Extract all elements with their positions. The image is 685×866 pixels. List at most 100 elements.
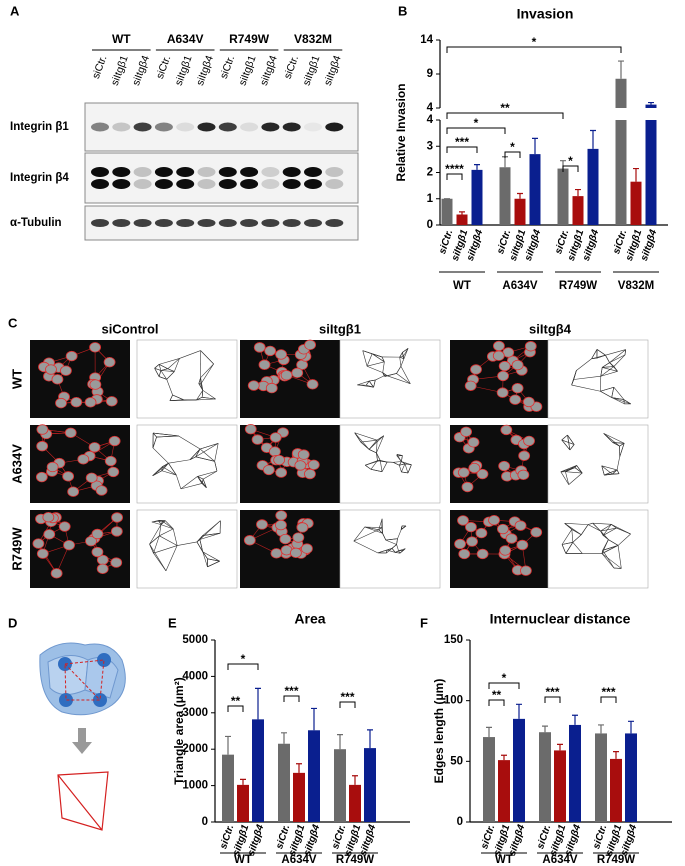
triangulation-edge (399, 465, 402, 473)
triangulation-edge (400, 525, 403, 530)
error-bar (367, 729, 373, 749)
triangulation-edge (604, 469, 618, 476)
error-bar (517, 192, 523, 199)
y-tick-label: 50 (450, 755, 463, 767)
triangulation-edge (149, 535, 160, 545)
triangulation-edge (617, 545, 622, 569)
triangulation-edge (386, 549, 396, 553)
panel-label: A (10, 3, 20, 18)
band (240, 122, 259, 132)
micrograph-edge (38, 543, 57, 574)
triangulation-edge (368, 439, 378, 450)
y-tick-label: 0 (427, 219, 433, 231)
band (112, 167, 131, 177)
triangulation-edge (203, 470, 218, 480)
chart-title: Area (294, 611, 325, 627)
triangulation-edge (603, 527, 617, 536)
triangulation-edge (398, 548, 406, 552)
nucleus (530, 527, 543, 538)
error-bar (633, 167, 639, 182)
triangulation-edge (587, 522, 593, 525)
band (218, 167, 237, 177)
nucleus (464, 380, 477, 391)
nucleus (496, 523, 509, 535)
band (304, 179, 322, 189)
triangulation-edge (567, 435, 571, 450)
chart-title: Invasion (517, 6, 574, 22)
nucleus (470, 364, 482, 375)
lane-label: siItgβ1 (173, 54, 195, 88)
triangulation-edge (396, 373, 411, 384)
bar (237, 784, 249, 822)
triangulation-edge (196, 390, 204, 401)
triangulation-edge (151, 520, 163, 523)
y-tick-label: 4000 (182, 670, 208, 682)
triangulation-edge (152, 436, 157, 449)
band (176, 179, 195, 189)
band (261, 122, 280, 132)
triangulation-edge (616, 527, 631, 535)
triangulation-edge (149, 544, 154, 554)
triangulation-edge (401, 463, 406, 473)
triangulation-edge (561, 544, 567, 554)
band (133, 122, 152, 132)
nucleus (108, 435, 121, 447)
triangulation-edge (399, 352, 403, 358)
lane-label: siCtr. (90, 54, 109, 81)
nucleus (509, 394, 522, 405)
triangulation-edge (362, 350, 368, 367)
bar (441, 198, 453, 225)
bar (308, 730, 320, 822)
nucleus (476, 548, 489, 560)
nucleus (35, 471, 48, 483)
triangulation-plot (547, 339, 649, 419)
nucleus (466, 536, 478, 547)
nucleus (244, 423, 257, 435)
triangulation-edge (366, 361, 385, 367)
triangulation-edge (376, 452, 378, 461)
band (91, 122, 109, 132)
nucleus (514, 520, 527, 531)
y-tick-label: 1000 (182, 780, 208, 792)
triangulation-edge (368, 435, 384, 450)
nucleus (36, 440, 49, 452)
triangulation-edge (395, 552, 400, 554)
triangulation-edge (564, 523, 582, 535)
band (112, 122, 131, 132)
triangulation-edge (201, 390, 204, 398)
nucleus (36, 424, 49, 435)
triangulation-edge (399, 356, 404, 358)
lane-label: siCtr. (218, 54, 237, 81)
triangulation-edge (167, 358, 180, 369)
nucleus (262, 464, 275, 476)
triangulation-edge (196, 398, 216, 401)
triangulation-edge (172, 528, 178, 546)
triangulation-edge (564, 523, 589, 525)
error-bar (575, 188, 581, 197)
error-bar (474, 164, 480, 170)
band (240, 219, 259, 227)
triangulation-edge (168, 463, 177, 476)
triangulation-edge (601, 553, 615, 569)
triangulation-edge (180, 476, 198, 490)
y-tick-label: 4 (427, 114, 434, 126)
triangulation-edge (202, 551, 208, 559)
significance-label: *** (284, 684, 298, 698)
triangulation-edge (603, 433, 625, 444)
error-bar (516, 703, 522, 719)
nucleus (104, 455, 117, 467)
triangulation-edge (601, 465, 605, 476)
triangulation-edge (600, 386, 614, 392)
triangulation-plot (136, 339, 238, 419)
triangulation-edge (385, 539, 397, 545)
y-axis-label: Triangle area (μm²) (172, 677, 186, 784)
bar (595, 733, 607, 822)
significance-bracket (446, 46, 622, 53)
triangulation-edge (565, 471, 570, 485)
nucleus (279, 533, 292, 545)
triangulation-edge (398, 550, 401, 554)
triangulation-edge (160, 368, 168, 371)
triangulation-edge (149, 543, 167, 571)
